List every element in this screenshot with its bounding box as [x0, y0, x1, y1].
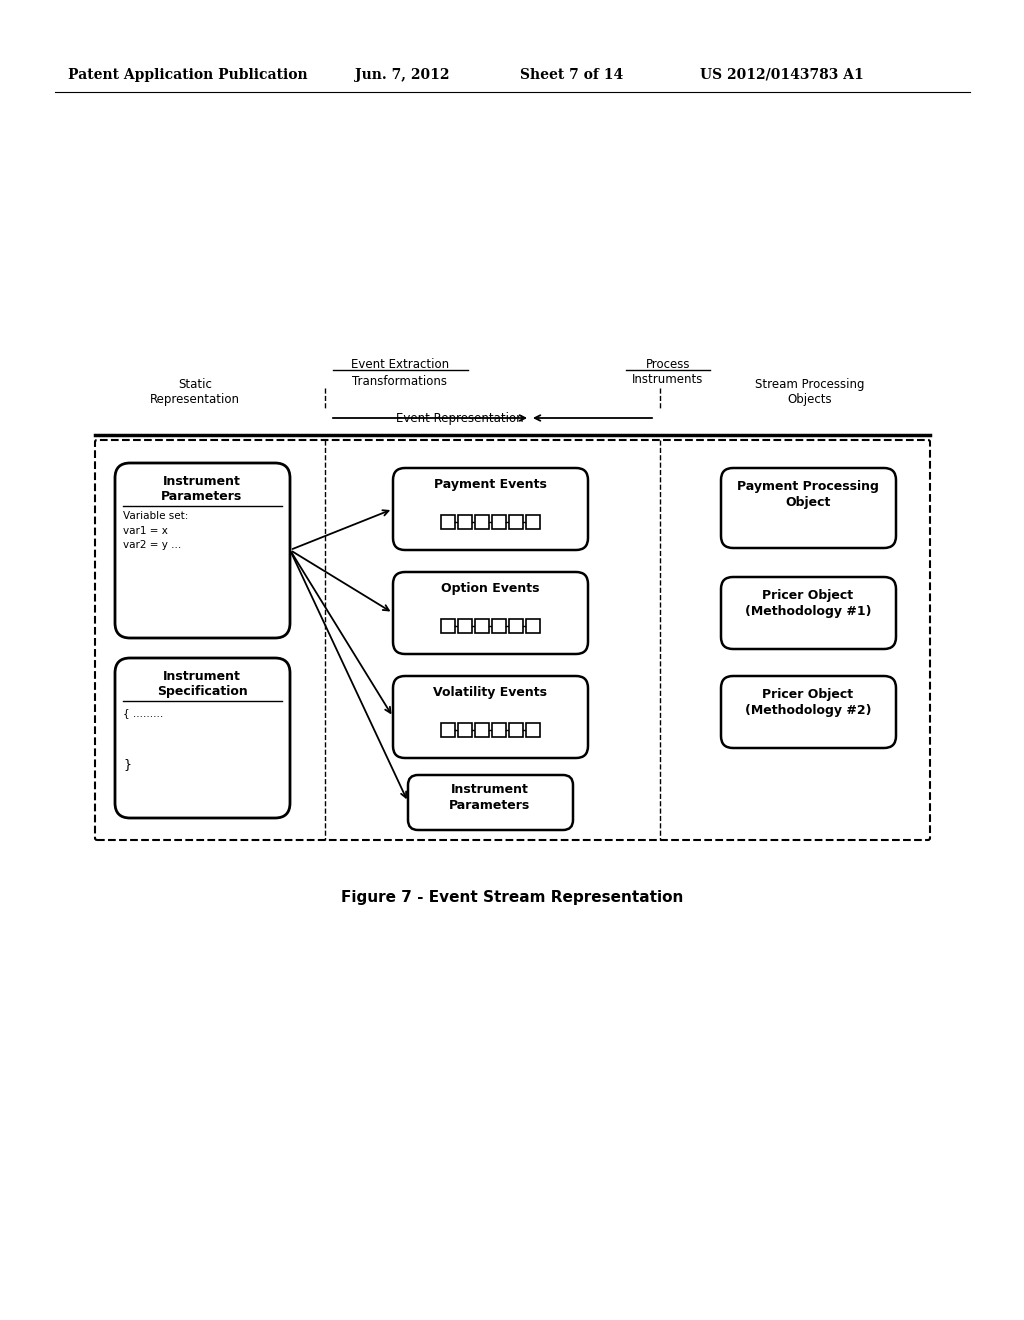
Text: Variable set:: Variable set:: [123, 511, 188, 521]
FancyBboxPatch shape: [115, 657, 290, 818]
Text: Volatility Events: Volatility Events: [433, 686, 547, 700]
Text: var1 = x: var1 = x: [123, 525, 168, 536]
Text: Static: Static: [178, 378, 212, 391]
FancyBboxPatch shape: [509, 515, 523, 529]
Text: Process: Process: [646, 358, 690, 371]
Text: Event Representation: Event Representation: [396, 412, 524, 425]
FancyBboxPatch shape: [441, 515, 455, 529]
FancyBboxPatch shape: [721, 577, 896, 649]
Text: US 2012/0143783 A1: US 2012/0143783 A1: [700, 69, 864, 82]
FancyBboxPatch shape: [458, 723, 472, 737]
Text: Event Extraction: Event Extraction: [351, 358, 450, 371]
Text: Option Events: Option Events: [440, 582, 540, 595]
Text: Parameters: Parameters: [450, 799, 530, 812]
FancyBboxPatch shape: [458, 515, 472, 529]
Text: (Methodology #2): (Methodology #2): [744, 704, 871, 717]
FancyBboxPatch shape: [492, 619, 506, 634]
FancyBboxPatch shape: [458, 619, 472, 634]
Text: Payment Events: Payment Events: [433, 478, 547, 491]
Text: Object: Object: [785, 496, 830, 510]
FancyBboxPatch shape: [115, 463, 290, 638]
FancyBboxPatch shape: [721, 676, 896, 748]
Text: Parameters: Parameters: [162, 490, 243, 503]
Text: Pricer Object: Pricer Object: [763, 688, 854, 701]
FancyBboxPatch shape: [393, 469, 588, 550]
Text: Stream Processing: Stream Processing: [756, 378, 864, 391]
Text: Instrument: Instrument: [163, 475, 241, 488]
Text: Sheet 7 of 14: Sheet 7 of 14: [520, 69, 624, 82]
Text: Objects: Objects: [787, 393, 833, 407]
Text: }: }: [123, 758, 131, 771]
FancyBboxPatch shape: [393, 572, 588, 653]
FancyBboxPatch shape: [492, 723, 506, 737]
FancyBboxPatch shape: [441, 619, 455, 634]
Text: Payment Processing: Payment Processing: [737, 480, 879, 492]
Text: Instruments: Instruments: [632, 374, 703, 385]
Text: Patent Application Publication: Patent Application Publication: [68, 69, 307, 82]
FancyBboxPatch shape: [526, 619, 540, 634]
FancyBboxPatch shape: [526, 723, 540, 737]
FancyBboxPatch shape: [393, 676, 588, 758]
FancyBboxPatch shape: [509, 619, 523, 634]
Text: Specification: Specification: [157, 685, 248, 698]
FancyBboxPatch shape: [408, 775, 573, 830]
Text: (Methodology #1): (Methodology #1): [744, 605, 871, 618]
FancyBboxPatch shape: [492, 515, 506, 529]
FancyBboxPatch shape: [509, 723, 523, 737]
Text: Transformations: Transformations: [352, 375, 447, 388]
FancyBboxPatch shape: [475, 723, 489, 737]
FancyBboxPatch shape: [526, 515, 540, 529]
FancyBboxPatch shape: [475, 515, 489, 529]
Text: var2 = y ...: var2 = y ...: [123, 540, 181, 550]
Text: Pricer Object: Pricer Object: [763, 589, 854, 602]
FancyBboxPatch shape: [721, 469, 896, 548]
Text: Instrument: Instrument: [163, 671, 241, 682]
Text: Instrument: Instrument: [451, 783, 529, 796]
Text: Figure 7 - Event Stream Representation: Figure 7 - Event Stream Representation: [341, 890, 683, 906]
Text: { .........: { .........: [123, 708, 163, 718]
Text: Representation: Representation: [150, 393, 240, 407]
Text: Jun. 7, 2012: Jun. 7, 2012: [355, 69, 450, 82]
FancyBboxPatch shape: [441, 723, 455, 737]
FancyBboxPatch shape: [95, 440, 930, 840]
FancyBboxPatch shape: [475, 619, 489, 634]
